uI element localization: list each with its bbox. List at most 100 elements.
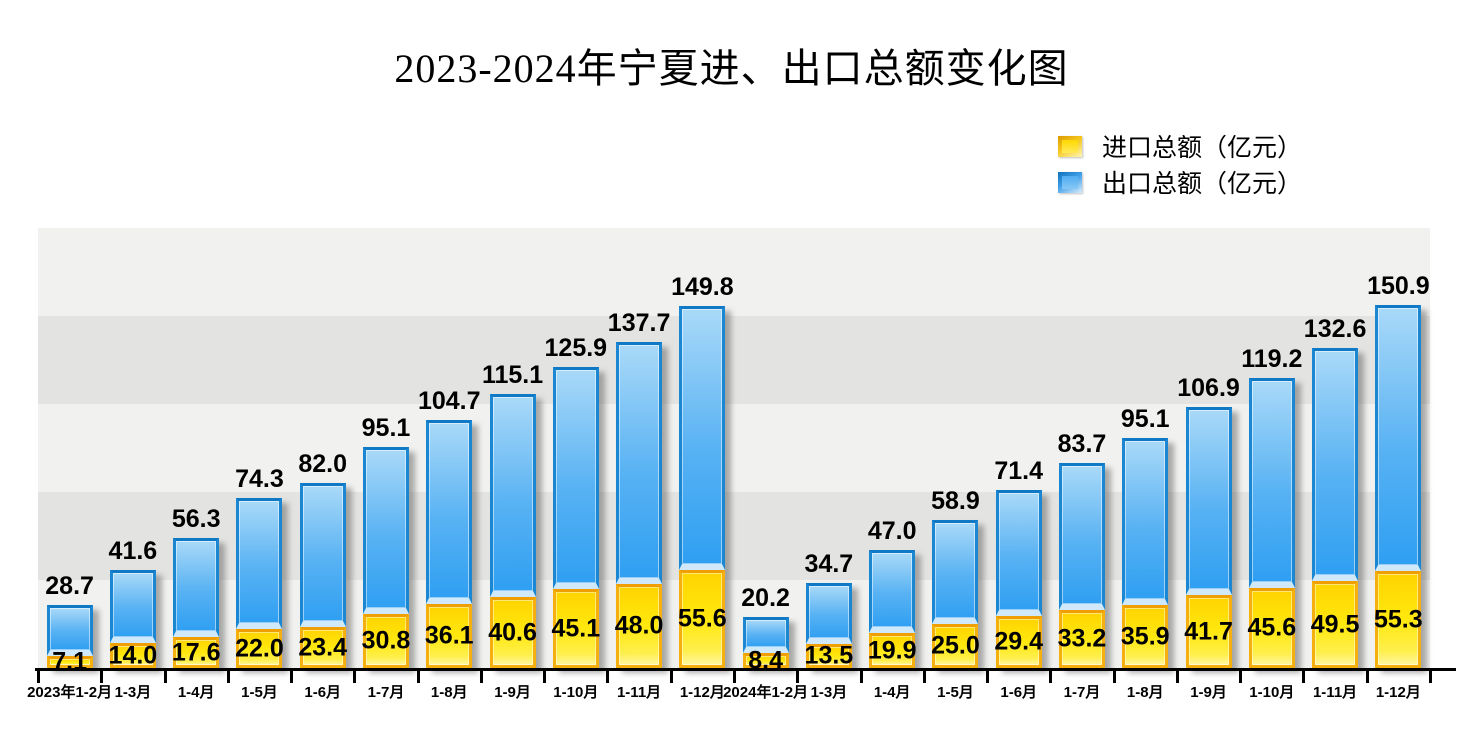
bar-stack bbox=[552, 367, 599, 668]
import-bar bbox=[742, 653, 789, 668]
export-bar bbox=[552, 367, 599, 589]
import-value-label: 22.0 bbox=[235, 634, 284, 662]
import-bar bbox=[299, 627, 346, 668]
bar-column: 150.9 55.3 bbox=[1367, 228, 1430, 668]
x-axis-label: 1-6月 bbox=[1000, 684, 1038, 701]
import-value-label: 23.4 bbox=[298, 633, 348, 661]
export-bar bbox=[932, 520, 979, 624]
export-bar bbox=[1248, 378, 1295, 588]
import-value-label: 49.5 bbox=[1310, 610, 1360, 638]
export-value-label: 20.2 bbox=[741, 584, 790, 612]
import-value-label: 8.4 bbox=[748, 646, 783, 674]
bar-column: 106.9 41.7 bbox=[1177, 228, 1240, 668]
export-bar bbox=[1312, 348, 1359, 581]
import-bar bbox=[109, 643, 156, 668]
bar-stack bbox=[1375, 305, 1422, 668]
x-axis-tick bbox=[416, 671, 420, 683]
legend-label-import: 进口总额（亿元） bbox=[1102, 135, 1303, 162]
legend-label-export: 出口总额（亿元） bbox=[1102, 171, 1303, 198]
x-axis-tick bbox=[100, 671, 104, 683]
import-value-label: 48.0 bbox=[614, 611, 664, 640]
import-bar bbox=[489, 597, 536, 668]
x-axis-tick bbox=[922, 671, 926, 683]
export-value-label: 34.7 bbox=[804, 550, 854, 578]
export-value-label: 149.8 bbox=[671, 273, 734, 301]
import-value-label: 55.3 bbox=[1374, 605, 1423, 633]
bar-column: 83.7 33.2 bbox=[1050, 228, 1113, 668]
x-axis-label: 1-11月 bbox=[616, 684, 662, 701]
legend-item-import: 进口总额（亿元） bbox=[1058, 128, 1302, 164]
import-value-label: 40.6 bbox=[488, 618, 537, 646]
x-axis-tick bbox=[1175, 671, 1179, 683]
bar-stack bbox=[299, 483, 346, 668]
export-bar bbox=[742, 617, 789, 653]
import-bar bbox=[869, 633, 916, 668]
chart-title: 2023-2024年宁夏进、出口总额变化图 bbox=[394, 46, 1069, 91]
x-axis-label: 1-10月 bbox=[1249, 684, 1295, 701]
export-value-label: 28.7 bbox=[45, 572, 94, 600]
bar-stack bbox=[1122, 438, 1169, 668]
x-axis-tick bbox=[37, 671, 40, 683]
export-value-label: 104.7 bbox=[417, 387, 481, 415]
bar-column: 95.1 30.8 bbox=[354, 228, 417, 668]
export-value-label: 150.9 bbox=[1367, 272, 1430, 300]
x-axis-label: 1-7月 bbox=[1063, 684, 1101, 701]
x-axis-label: 1-5月 bbox=[937, 684, 974, 701]
import-value-label: 35.9 bbox=[1120, 622, 1170, 650]
x-axis-label: 1-11月 bbox=[1312, 684, 1358, 701]
bar-stack bbox=[236, 498, 283, 668]
x-axis-label: 1-3月 bbox=[114, 684, 152, 701]
bar-stack bbox=[742, 617, 789, 668]
export-bar bbox=[1185, 407, 1232, 595]
export-value-label: 56.3 bbox=[171, 505, 221, 533]
grid-band bbox=[38, 316, 1430, 404]
bar-stack bbox=[679, 306, 726, 668]
x-axis-tick bbox=[669, 671, 673, 683]
export-value-label: 41.6 bbox=[108, 537, 158, 565]
bar-stack bbox=[109, 570, 156, 668]
export-bar bbox=[616, 342, 663, 584]
export-bar bbox=[46, 605, 93, 656]
bar-stack bbox=[616, 342, 663, 668]
bar-stack bbox=[932, 520, 979, 668]
import-bar bbox=[46, 656, 93, 668]
x-axis-tick bbox=[1302, 671, 1306, 683]
x-axis-label: 1-8月 bbox=[430, 684, 468, 701]
bar-column: 71.4 29.4 bbox=[987, 228, 1050, 668]
export-bar bbox=[299, 483, 346, 627]
import-bar bbox=[426, 604, 473, 668]
x-axis-label: 1-3月 bbox=[810, 684, 848, 701]
bar-column: 137.7 48.0 bbox=[607, 228, 670, 668]
export-bar bbox=[1375, 305, 1422, 571]
export-bar bbox=[995, 490, 1042, 616]
import-bar bbox=[1058, 610, 1105, 668]
bar-stack bbox=[1058, 463, 1105, 668]
x-axis-label: 1-9月 bbox=[1190, 684, 1227, 701]
bar-column: 82.0 23.4 bbox=[291, 228, 354, 668]
import-bar bbox=[1375, 571, 1422, 668]
bar-column: 119.2 45.6 bbox=[1240, 228, 1303, 668]
import-value-label: 45.6 bbox=[1247, 613, 1297, 642]
x-axis-label: 1-4月 bbox=[177, 684, 215, 701]
bar-column: 132.6 49.5 bbox=[1303, 228, 1366, 668]
import-value-label: 17.6 bbox=[171, 638, 221, 666]
import-bar bbox=[805, 644, 852, 668]
x-axis-tick bbox=[859, 671, 863, 683]
import-bar bbox=[173, 637, 220, 668]
x-axis-tick bbox=[353, 671, 357, 683]
x-axis-tick bbox=[1429, 671, 1432, 683]
x-axis-tick bbox=[1239, 671, 1243, 683]
x-axis-tick bbox=[606, 671, 610, 683]
bar-stack bbox=[489, 394, 536, 668]
export-bar bbox=[109, 570, 156, 643]
export-value-label: 82.0 bbox=[298, 450, 348, 478]
export-value-label: 58.9 bbox=[931, 487, 980, 515]
export-value-label: 137.7 bbox=[607, 309, 671, 337]
bar-column: 56.3 17.6 bbox=[165, 228, 228, 668]
x-axis-tick bbox=[163, 671, 167, 683]
export-value-label: 95.1 bbox=[361, 414, 411, 442]
x-axis-label: 1-10月 bbox=[553, 684, 599, 701]
x-axis-tick bbox=[986, 671, 990, 683]
import-value-label: 25.0 bbox=[931, 631, 980, 660]
